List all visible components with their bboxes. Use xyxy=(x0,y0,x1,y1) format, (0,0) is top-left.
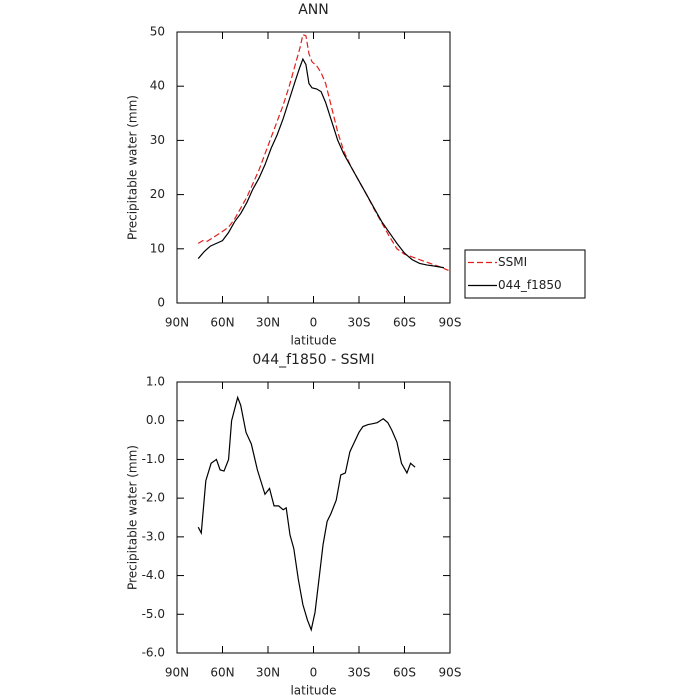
y-tick-label: 40 xyxy=(150,79,165,93)
x-tick-label: 60N xyxy=(210,316,234,330)
y-tick-label: 50 xyxy=(150,25,165,39)
x-tick-label: 30N xyxy=(256,316,280,330)
data-line xyxy=(197,33,449,272)
y-axis-label: Precipitable water (mm) xyxy=(126,95,140,240)
x-tick-label: 30S xyxy=(348,316,371,330)
x-tick-label: 90S xyxy=(439,666,462,680)
y-tick-label: -3.0 xyxy=(142,529,165,543)
y-tick-label: -2.0 xyxy=(142,491,165,505)
y-tick-label: 10 xyxy=(150,241,165,255)
chart-title: ANN xyxy=(298,2,329,18)
y-tick-label: -5.0 xyxy=(142,607,165,621)
y-tick-label: -4.0 xyxy=(142,568,165,582)
legend-box xyxy=(464,249,586,299)
x-axis-label: latitude xyxy=(290,684,336,698)
data-line xyxy=(197,395,416,632)
x-tick-label: 30S xyxy=(348,666,371,680)
x-tick-label: 0 xyxy=(310,666,318,680)
x-axis-label: latitude xyxy=(290,334,336,348)
x-tick-label: 30N xyxy=(256,666,280,680)
data-line xyxy=(197,57,445,269)
x-tick-label: 90S xyxy=(439,316,462,330)
legend-label: 044_f1850 xyxy=(498,278,562,292)
x-tick-label: 0 xyxy=(310,316,318,330)
plot-frame xyxy=(176,381,451,654)
plot-frame xyxy=(176,31,451,304)
x-tick-label: 60N xyxy=(210,666,234,680)
y-axis-label: Precipitable water (mm) xyxy=(126,445,140,590)
y-tick-label: 30 xyxy=(150,133,165,147)
y-tick-label: 20 xyxy=(150,187,165,201)
y-tick-label: 0.0 xyxy=(146,413,165,427)
y-tick-label: 0 xyxy=(157,296,165,310)
legend-label: SSMI xyxy=(498,255,527,269)
chart-title: 044_f1850 - SSMI xyxy=(252,352,374,368)
x-tick-label: 60S xyxy=(393,666,416,680)
x-tick-label: 60S xyxy=(393,316,416,330)
x-tick-label: 90N xyxy=(165,666,189,680)
y-tick-label: -1.0 xyxy=(142,452,165,466)
x-tick-label: 90N xyxy=(165,316,189,330)
y-tick-label: -6.0 xyxy=(142,646,165,660)
y-tick-label: 1.0 xyxy=(146,375,165,389)
